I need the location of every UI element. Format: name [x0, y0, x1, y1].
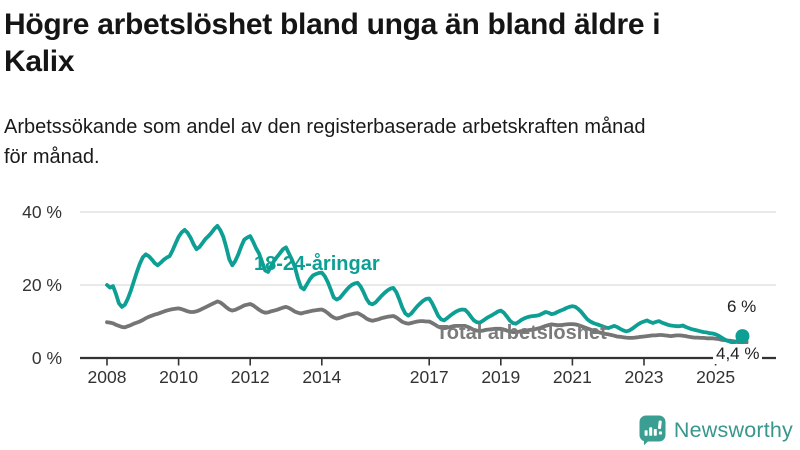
page-title: Högre arbetslöshet bland unga än bland ä…: [4, 6, 796, 80]
x-tick-label-2014: 2014: [302, 367, 341, 387]
title-line-1: Högre arbetslöshet bland unga än bland ä…: [4, 8, 661, 41]
x-tick-label-2023: 2023: [625, 367, 664, 387]
youth-series-end-dot: [735, 329, 750, 344]
x-tick-label-2021: 2021: [553, 367, 592, 387]
end-value-label-youth: 6 %: [727, 297, 757, 316]
total-series-line: [105, 299, 745, 344]
newsworthy-logo[interactable]: Newsworthy: [639, 413, 793, 447]
y-tick-label-20: 20 %: [22, 275, 62, 295]
series-label-total: Total arbetslöshet: [436, 322, 607, 344]
x-tick-label-2017: 2017: [410, 367, 449, 387]
x-tick-label-2008: 2008: [88, 367, 127, 387]
end-value-label-total: 4,4 %: [713, 344, 763, 364]
logo-wordmark: Newsworthy: [673, 417, 793, 442]
subtitle-line-2: för månad.: [4, 146, 100, 168]
title-line-2: Kalix: [4, 45, 75, 78]
x-tick-label-2010: 2010: [159, 367, 198, 387]
series-label-youth: 18-24-åringar: [254, 253, 380, 275]
x-tick-label-2025: 2025: [696, 367, 735, 387]
newsworthy-barchart-speech-bubble-icon: [639, 415, 666, 445]
y-tick-label-0: 0 %: [32, 348, 62, 368]
x-tick-label-2012: 2012: [231, 367, 270, 387]
chart-subtitle: Arbetssökande som andel av den registerb…: [4, 112, 796, 172]
x-tick-label-2019: 2019: [481, 367, 520, 387]
subtitle-line-1: Arbetssökande som andel av den registerb…: [4, 116, 646, 138]
y-tick-label-40: 40 %: [22, 202, 62, 222]
youth-series-line: [105, 223, 745, 345]
